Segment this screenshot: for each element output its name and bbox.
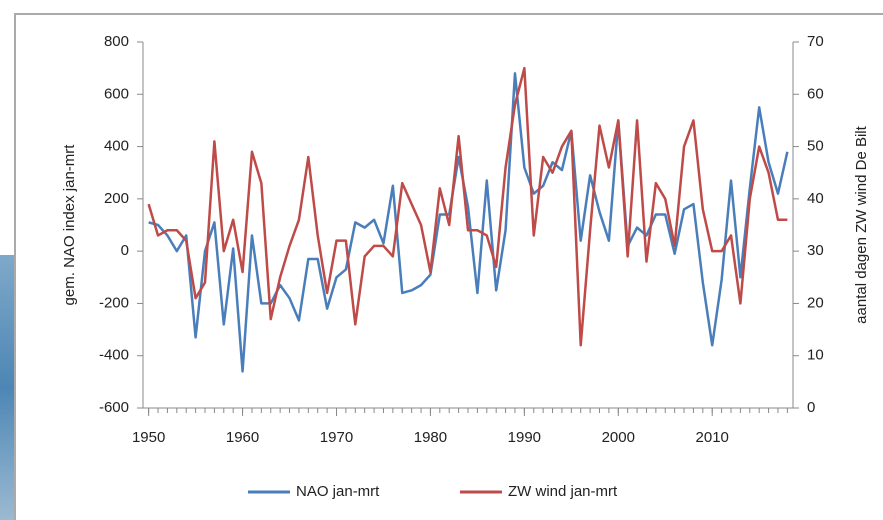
y-tick-label: 600	[104, 85, 129, 102]
y-tick-label: 0	[121, 242, 129, 259]
x-tick-label: 1990	[508, 429, 541, 446]
y2-tick-label: 0	[807, 399, 815, 416]
x-tick-label: 1980	[414, 429, 447, 446]
legend-label: ZW wind jan-mrt	[508, 483, 618, 500]
y2-tick-label: 70	[807, 33, 824, 50]
y-tick-label: 800	[104, 33, 129, 50]
y2-axis-title: aantal dagen ZW wind De Bilt	[853, 125, 870, 323]
y2-tick-label: 10	[807, 347, 824, 364]
frame	[14, 13, 883, 520]
y-tick-label: -400	[99, 347, 129, 364]
y2-tick-label: 60	[807, 85, 824, 102]
y-axis-title: gem. NAO index jan-mrt	[61, 144, 78, 306]
series-line	[147, 66, 788, 347]
x-tick-label: 1950	[132, 429, 165, 446]
y2-tick-label: 40	[807, 190, 824, 207]
x-tick-label: 1960	[226, 429, 259, 446]
y2-tick-label: 20	[807, 294, 824, 311]
y2-tick-label: 30	[807, 242, 824, 259]
y-tick-label: 400	[104, 138, 129, 155]
x-tick-label: 1970	[320, 429, 353, 446]
series-line	[148, 72, 789, 373]
y-tick-label: 200	[104, 190, 129, 207]
y-tick-label: -600	[99, 399, 129, 416]
x-tick-label: 2000	[602, 429, 635, 446]
x-tick-label: 2010	[696, 429, 729, 446]
background-image	[0, 255, 15, 520]
legend-label: NAO jan-mrt	[296, 483, 380, 500]
y-tick-label: -200	[99, 294, 129, 311]
y2-tick-label: 50	[807, 138, 824, 155]
